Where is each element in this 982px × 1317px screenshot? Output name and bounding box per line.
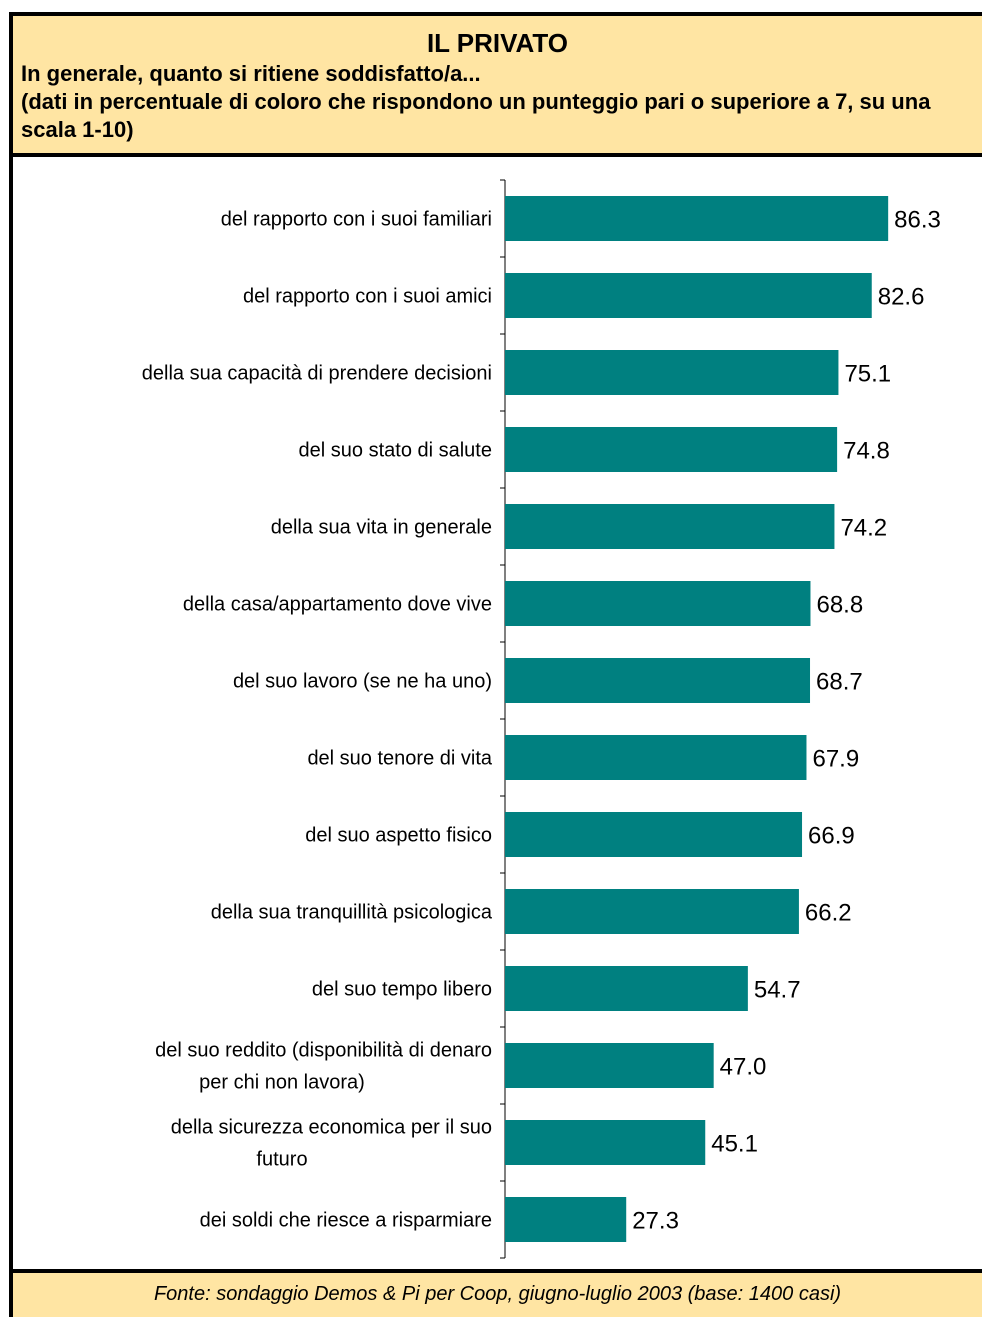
category-label: della casa/appartamento dove vive [183,594,492,616]
category-label: della sicurezza economica per il suo [171,1117,492,1139]
category-label: del suo reddito (disponibilità di denaro [155,1040,492,1062]
category-label: del suo lavoro (se ne ha uno) [233,671,492,693]
data-label: 54.7 [754,977,801,1004]
bar [505,427,838,472]
bar [505,1197,627,1242]
bar [505,966,748,1011]
category-label: del suo tempo libero [312,979,492,1001]
data-label: 68.7 [816,669,863,696]
data-label: 74.8 [843,438,890,465]
category-label: del suo stato di salute [299,440,492,462]
category-label: del suo aspetto fisico [305,825,492,847]
value-labels: 86.3 82.6 75.1 74.8 74.2 68.8 68.7 67.9 66.9 66.2… [632,207,941,1235]
chart-title: IL PRIVATO [426,28,569,58]
bar [505,735,807,780]
chart-footer: Fonte: sondaggio Demos & Pi per Coop, gi… [13,1273,982,1317]
category-label: del suo tenore di vita [307,748,492,770]
data-label: 68.8 [816,592,863,619]
bar [505,658,811,703]
data-label: 66.9 [808,823,855,850]
data-label: 82.6 [878,284,925,311]
bar-chart: del rapporto con i suoi familiari del rap… [142,179,941,1259]
bar [505,350,839,395]
bar [505,504,835,549]
data-label: 45.1 [711,1131,758,1158]
chart-subtitle: In generale, quanto si ritiene soddisfat… [21,61,931,142]
category-label: futuro [256,1149,307,1171]
category-label: della sua capacità di prendere decisioni [142,363,492,385]
bar [505,1120,706,1165]
category-label: del rapporto con i suoi amici [243,286,492,308]
plot-area [13,157,982,1273]
category-label: della sua vita in generale [271,517,492,539]
category-label: dei soldi che riesce a risparmiare [200,1210,492,1232]
category-label: della sua tranquillità psicologica [211,902,493,924]
source-note: Fonte: sondaggio Demos & Pi per Coop, gi… [153,1283,842,1305]
category-label: per chi non lavora) [199,1072,365,1094]
y-axis [500,179,506,1259]
bar [505,581,811,626]
bar [505,812,803,857]
data-label: 47.0 [720,1054,767,1081]
data-label: 74.2 [840,515,887,542]
bar [505,889,799,934]
data-label: 86.3 [894,207,941,234]
category-label: del rapporto con i suoi familiari [221,209,492,231]
bars [505,196,889,1242]
data-label: 67.9 [812,746,859,773]
category-labels: del rapporto con i suoi familiari del rap… [142,209,493,1232]
data-label: 66.2 [805,900,852,927]
bar [505,196,889,241]
chart-frame [9,12,982,1317]
bar [505,1043,714,1088]
data-label: 27.3 [632,1208,679,1235]
bar [505,273,872,318]
chart-header: IL PRIVATO In generale, quanto si ritien… [13,16,982,157]
data-label: 75.1 [844,361,891,388]
